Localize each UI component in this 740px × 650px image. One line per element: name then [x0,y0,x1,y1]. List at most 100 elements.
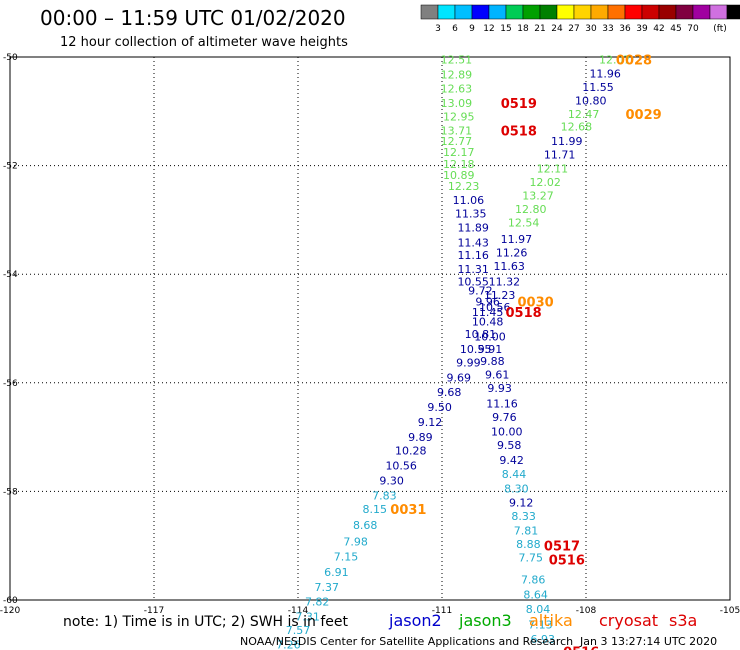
colorbar-swatch [420,4,439,20]
wave-height-label: 8.30 [504,483,529,496]
colorbar-unit: (ft) [713,24,727,34]
x-tick-label: -117 [144,606,164,616]
wave-height-label: 7.37 [315,581,340,594]
wave-height-label: 9.96 [475,295,500,308]
time-label: 0028 [616,54,652,69]
wave-height-label: 9.68 [437,386,462,399]
wave-height-label: 10.28 [395,445,427,458]
wave-height-label: 8.88 [516,538,541,551]
time-label: 0031 [390,503,426,518]
wave-height-label: 12.68 [561,121,593,134]
time-label: 0029 [626,108,662,123]
colorbar-label: 12 [483,24,494,34]
wave-height-label: 9.99 [456,357,481,370]
wave-height-label: 10.55 [460,343,492,356]
wave-height-label: 12.77 [441,135,473,148]
time-label: 0030 [518,295,554,310]
wave-height-label: 11.06 [453,194,485,207]
timestamp: Jan 3 13:27:14 UTC 2020 [579,635,717,648]
x-tick-label: -114 [288,606,309,616]
x-tick-label: -120 [0,606,20,616]
wave-height-label: 11.55 [582,81,614,94]
colorbar-label: 39 [636,24,648,34]
colorbar-swatch [437,4,456,20]
wave-height-label: 8.04 [526,603,551,616]
wave-height-label: 13.09 [441,97,473,110]
wave-height-label: 12.80 [515,203,547,216]
axis-labels: -120 -117 -114 -111 -108 -105 -50 -52 -54 -56 -58 -… [0,53,740,616]
colorbar-label: 6 [452,24,458,34]
wave-height-label: 9.72 [468,284,493,297]
colorbar-label: 27 [568,24,579,34]
credit-line: NOAA/NESDIS Center for Satellite Applica… [240,635,573,648]
wave-height-label: 12.17 [443,146,475,159]
y-tick-label: -50 [3,53,18,63]
wave-height-label: 11.23 [484,289,516,302]
wave-height-label: 11.71 [544,149,576,162]
wave-height-label: 11.32 [489,275,521,288]
wave-height-label: 8.15 [363,503,388,516]
wave-height-label: 10.48 [472,315,504,328]
wave-height-label: 7.75 [519,552,544,565]
legend-jason3: jason3 [458,611,512,630]
wave-height-label: 10.55 [457,275,489,288]
wave-height-label: 10.00 [491,426,523,439]
colorbar-swatch [471,4,490,20]
wave-height-label: 9.58 [497,439,522,452]
colorbar-label: 36 [619,24,631,34]
wave-height-label: 11.45 [472,306,504,319]
chart-title: 00:00 – 11:59 UTC 01/02/2020 [40,6,346,30]
colorbar-swatch [505,4,524,20]
wave-height-label: 9.42 [499,454,524,467]
legend-s3a: s3a [669,611,697,630]
wave-height-label: 13.27 [522,189,554,202]
wave-height-label: 11.96 [589,67,621,80]
wave-height-label: 10.80 [575,94,607,107]
wave-height-label: 12.23 [448,180,480,193]
wave-height-label: 7.15 [334,551,359,564]
colorbar-label: 21 [534,24,545,34]
time-label: 0518 [506,306,542,321]
colorbar-swatch [454,4,473,20]
wave-height-label: 7.83 [372,490,397,503]
colorbar-label: 42 [653,24,664,34]
x-tick-label: -108 [576,606,597,616]
colorbar-swatch [658,4,677,20]
wave-height-label: 7.26 [276,639,301,650]
colorbar-label: 18 [517,24,529,34]
wave-height-label: 8.68 [353,519,378,532]
wave-height-label: 12.47 [568,108,600,121]
wave-height-label: 12.51 [441,54,473,67]
y-tick-label: -56 [3,379,18,389]
wave-height-label: 10.89 [443,169,475,182]
wave-height-label: 9.88 [480,355,505,368]
wave-height-label: 8.64 [523,589,548,602]
legend-cryosat: cryosat [599,611,658,630]
colorbar-swatch [488,4,507,20]
y-tick-label: -54 [3,270,18,280]
colorbar: 3 6 9 12 15 18 21 24 27 30 33 36 39 42 45 70 (ft) [420,4,740,34]
wave-height-label: 11.16 [486,397,518,410]
wave-height-label: 11.26 [496,246,528,259]
satellite-legend: jason2 jason3 altika cryosat s3a [388,611,697,630]
wave-height-label: 11.31 [457,263,489,276]
wave-height-label: 11.35 [455,207,487,220]
colorbar-swatch [556,4,575,20]
wave-height-label: 9.50 [427,401,452,414]
wave-height-label: 9.91 [478,343,503,356]
wave-height-label: 10.00 [474,331,506,344]
x-tick-label: -105 [720,606,740,616]
wave-height-label: 10.56 [479,301,511,314]
colorbar-label: 45 [670,24,681,34]
colorbar-swatch [692,4,711,20]
colorbar-label: 33 [602,24,613,34]
wave-height-label: 7.31 [295,610,320,623]
time-label: 0519 [501,97,537,112]
colorbar-label: 24 [551,24,563,34]
wave-height-label: 9.76 [492,411,517,424]
colorbar-label: 70 [687,24,699,34]
wave-height-label: 13.71 [441,124,473,137]
wave-height-label: 7.81 [514,524,539,537]
colorbar-label: 3 [435,24,441,34]
